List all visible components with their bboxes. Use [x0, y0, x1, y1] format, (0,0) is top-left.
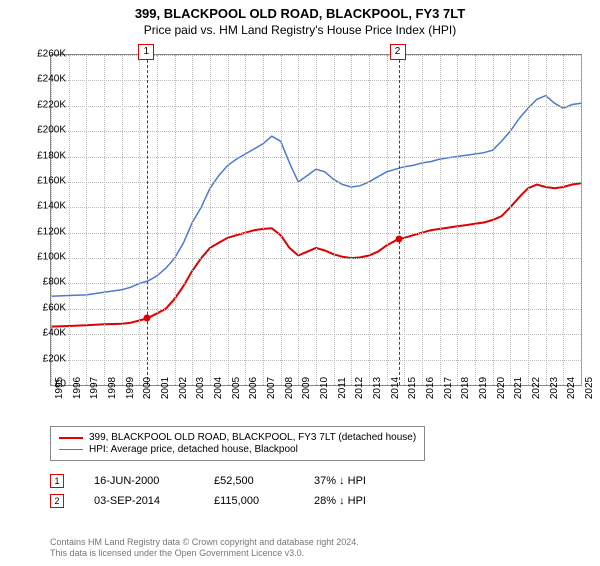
x-tick-label: 2016	[425, 377, 436, 399]
legend-swatch	[59, 437, 83, 439]
x-tick-label: 2018	[460, 377, 471, 399]
sale-row-marker: 2	[50, 494, 64, 508]
x-tick-label: 1995	[54, 377, 65, 399]
x-tick-label: 2005	[231, 377, 242, 399]
x-tick-label: 2009	[301, 377, 312, 399]
x-tick-label: 2015	[407, 377, 418, 399]
x-tick-label: 1999	[125, 377, 136, 399]
x-tick-label: 2025	[584, 377, 595, 399]
sales-block: 1 16-JUN-2000 £52,500 37% ↓ HPI 2 03-SEP-2014…	[50, 474, 404, 514]
y-tick-label: £100K	[26, 252, 66, 263]
y-tick-label: £220K	[26, 99, 66, 110]
x-tick-label: 2000	[142, 377, 153, 399]
sale-row: 1 16-JUN-2000 £52,500 37% ↓ HPI	[50, 474, 404, 488]
x-tick-label: 2008	[284, 377, 295, 399]
chart-title: 399, BLACKPOOL OLD ROAD, BLACKPOOL, FY3 …	[0, 6, 600, 21]
sale-guide-line	[147, 55, 148, 385]
y-tick-label: £180K	[26, 150, 66, 161]
y-tick-label: £80K	[26, 277, 66, 288]
attribution-line2: This data is licensed under the Open Gov…	[50, 548, 359, 560]
x-tick-label: 2006	[248, 377, 259, 399]
attribution-line1: Contains HM Land Registry data © Crown c…	[50, 537, 359, 549]
plot-area	[50, 54, 582, 386]
sale-date: 16-JUN-2000	[94, 475, 184, 487]
x-tick-label: 2024	[566, 377, 577, 399]
x-tick-label: 1998	[107, 377, 118, 399]
x-tick-label: 2012	[354, 377, 365, 399]
x-tick-label: 2003	[195, 377, 206, 399]
y-tick-label: £200K	[26, 125, 66, 136]
y-tick-label: £40K	[26, 328, 66, 339]
y-tick-label: £20K	[26, 353, 66, 364]
x-tick-label: 2017	[443, 377, 454, 399]
chart-subtitle: Price paid vs. HM Land Registry's House …	[0, 23, 600, 37]
chart-container: 399, BLACKPOOL OLD ROAD, BLACKPOOL, FY3 …	[0, 6, 600, 566]
y-tick-label: £120K	[26, 226, 66, 237]
x-tick-label: 2001	[160, 377, 171, 399]
x-tick-label: 2022	[531, 377, 542, 399]
sale-marker-box: 1	[138, 44, 154, 60]
y-tick-label: £160K	[26, 175, 66, 186]
y-tick-label: £260K	[26, 49, 66, 60]
sale-dot	[395, 236, 402, 243]
legend-label: HPI: Average price, detached house, Blac…	[89, 444, 298, 455]
sale-price: £115,000	[214, 495, 284, 507]
attribution-text: Contains HM Land Registry data © Crown c…	[50, 537, 359, 560]
x-tick-label: 2020	[496, 377, 507, 399]
sale-marker-box: 2	[390, 44, 406, 60]
sale-date: 03-SEP-2014	[94, 495, 184, 507]
legend-swatch	[59, 449, 83, 450]
x-tick-label: 1997	[89, 377, 100, 399]
sale-price: £52,500	[214, 475, 284, 487]
x-tick-label: 2023	[549, 377, 560, 399]
legend-row: HPI: Average price, detached house, Blac…	[59, 444, 416, 455]
legend-label: 399, BLACKPOOL OLD ROAD, BLACKPOOL, FY3 …	[89, 432, 416, 443]
y-tick-label: £240K	[26, 74, 66, 85]
y-tick-label: £60K	[26, 302, 66, 313]
x-tick-label: 2019	[478, 377, 489, 399]
y-tick-label: £140K	[26, 201, 66, 212]
sale-dot	[144, 315, 151, 322]
legend-box: 399, BLACKPOOL OLD ROAD, BLACKPOOL, FY3 …	[50, 426, 425, 461]
x-tick-label: 2013	[372, 377, 383, 399]
x-tick-label: 2002	[178, 377, 189, 399]
sale-pct: 28% ↓ HPI	[314, 495, 404, 507]
x-tick-label: 2010	[319, 377, 330, 399]
legend-row: 399, BLACKPOOL OLD ROAD, BLACKPOOL, FY3 …	[59, 432, 416, 443]
sale-row: 2 03-SEP-2014 £115,000 28% ↓ HPI	[50, 494, 404, 508]
x-tick-label: 2007	[266, 377, 277, 399]
x-tick-label: 2004	[213, 377, 224, 399]
sale-row-marker: 1	[50, 474, 64, 488]
sale-guide-line	[399, 55, 400, 385]
x-tick-label: 2021	[513, 377, 524, 399]
sale-pct: 37% ↓ HPI	[314, 475, 404, 487]
x-tick-label: 2011	[337, 377, 348, 399]
x-tick-label: 2014	[390, 377, 401, 399]
x-tick-label: 1996	[72, 377, 83, 399]
